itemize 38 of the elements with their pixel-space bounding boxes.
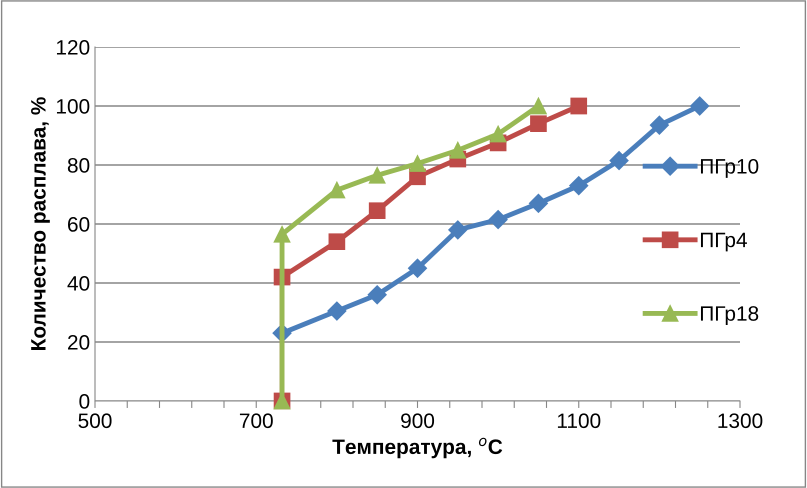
point [610,151,629,170]
x-tick-label: 500 [78,413,112,428]
x-tick-label: 1300 [718,413,762,428]
point [368,285,387,304]
point [408,258,428,278]
point [530,115,547,132]
y-tick-label: 40 [67,276,90,291]
y-tick-label: 60 [68,217,90,232]
point [650,116,669,135]
x-axis-title: Температура, $^{o}$C [332,438,502,458]
y-tick-label: 120 [56,40,90,55]
y-axis-title: Количество расплава, % [31,97,50,350]
point [449,142,466,159]
point [570,98,588,114]
point [409,155,426,172]
point [690,96,710,116]
point [448,220,468,240]
point [490,126,506,142]
point [327,301,346,321]
point [569,176,588,196]
point [488,210,508,230]
y-tick-label: 100 [56,99,90,114]
y-tick-label: 20 [68,335,90,350]
y-tick-label: 0 [79,394,90,409]
point [530,98,547,114]
point [368,166,386,184]
legend-label: ПГр10 [700,158,758,178]
point [528,194,548,213]
y-tick-label: 80 [68,158,90,173]
point [274,226,290,243]
x-tick-label: 1100 [558,413,600,428]
x-tick-label: 900 [401,413,434,428]
point [328,233,346,250]
point [328,182,346,198]
point [368,202,386,220]
x-tick-label: 700 [240,413,273,428]
legend-label: ПГр18 [700,306,758,325]
legend-label: ПГр4 [700,232,747,252]
